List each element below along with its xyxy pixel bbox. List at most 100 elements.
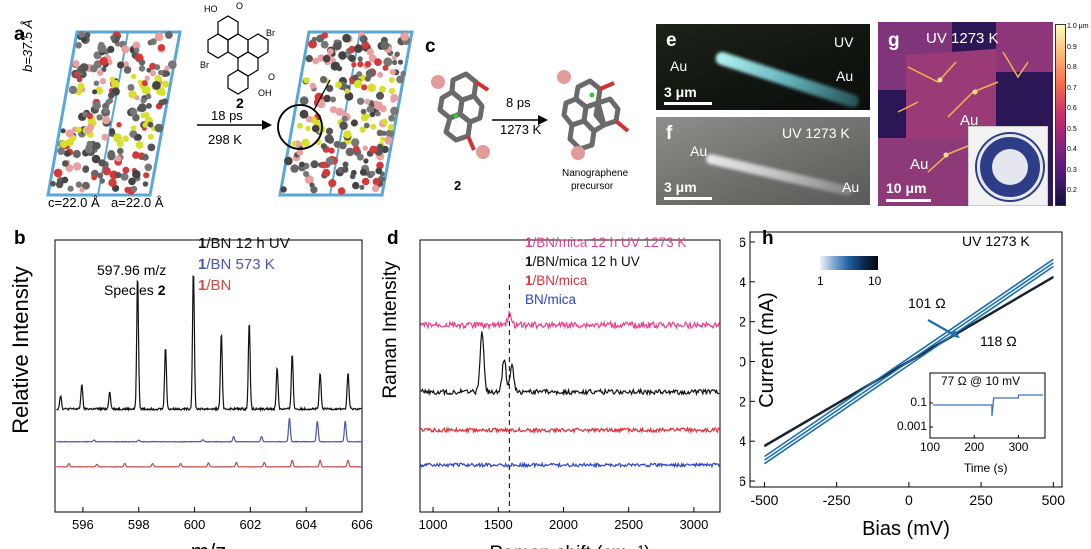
b-xtick-label: 600 (184, 517, 206, 532)
group-br-right: Br (266, 28, 275, 38)
atom (299, 161, 305, 168)
atom (93, 142, 101, 150)
atom (290, 164, 299, 173)
atom (122, 135, 129, 143)
institute-logo-inset (968, 126, 1048, 206)
b-legend-entry: 1/BN 12 h UV (198, 233, 290, 254)
g-scale-label: 10 μm (886, 180, 927, 196)
atom (130, 125, 137, 131)
atom (75, 126, 82, 133)
g-colorbar-tick: 0.3 (1067, 166, 1077, 174)
atom (351, 138, 360, 147)
atom (99, 57, 108, 66)
atom (397, 59, 404, 65)
d-xtick-label: 1000 (419, 517, 448, 532)
atom (382, 64, 389, 71)
d-legend: 1/BN/mica 12 h UV 1273 K 1/BN/mica 12 h U… (525, 233, 686, 309)
atom (384, 136, 393, 145)
atom (303, 77, 310, 84)
atom (345, 147, 355, 157)
b-xtick-label: 606 (351, 517, 373, 532)
atom (335, 81, 342, 89)
h-xtick-label: -500 (750, 492, 778, 508)
nanographene-precursor-3d (557, 70, 630, 160)
molecule-2-3d (431, 71, 490, 159)
d-legend-entry-text: BN/mica (525, 292, 577, 307)
atom (132, 151, 140, 159)
atom (388, 114, 396, 122)
atom (361, 41, 370, 50)
d-xtick-label: 2500 (614, 517, 643, 532)
atom (360, 108, 367, 115)
atom (359, 184, 365, 190)
h-series-line (763, 258, 1054, 458)
atom (337, 187, 346, 195)
b-legend-entry-text: /BN (206, 277, 232, 294)
atom (50, 180, 56, 187)
atom (352, 145, 360, 153)
atom (357, 56, 363, 62)
f-au-left: Au (690, 143, 708, 159)
atom (93, 80, 100, 87)
atom (134, 95, 140, 101)
atom (97, 172, 104, 179)
atom (73, 162, 82, 171)
atom (362, 145, 368, 151)
molecule-2-label: 2 (236, 95, 244, 111)
atom (385, 129, 394, 138)
h-ytick-label: -4 (740, 433, 746, 449)
atom (322, 54, 331, 63)
atom (68, 85, 78, 95)
d-legend-entry: 1/BN/mica (525, 271, 686, 290)
atom (97, 69, 104, 76)
atom (102, 116, 111, 125)
atom (316, 34, 324, 43)
afm-image-g: g UV 1273 K Au Au 10 μm (878, 22, 1053, 206)
atom (319, 76, 328, 84)
atom (79, 187, 85, 193)
atom (356, 71, 363, 77)
photo-e: e UV Au Au 3 μm (656, 24, 870, 110)
atom (388, 87, 396, 95)
b-axis-label: b=37.5 Å (20, 20, 35, 72)
d-legend-entry-text: /BN/mica 12 h UV (532, 254, 640, 269)
atom (388, 77, 395, 83)
atom (147, 143, 156, 152)
reaction-arrow-a (197, 120, 272, 130)
atom (61, 176, 69, 184)
e-au-left: Au (670, 58, 688, 74)
atom (400, 70, 407, 77)
g-colorbar-tick: 0.8 (1067, 64, 1077, 71)
b-legend-entry-text: /BN 12 h UV (206, 235, 290, 252)
atom (117, 61, 125, 69)
b-xtick-label: 602 (240, 517, 262, 532)
d-plot-frame (419, 239, 721, 513)
atom (157, 44, 165, 52)
panel-label-a: a (14, 24, 25, 45)
atom (124, 186, 131, 194)
f-uv: UV 1273 K (782, 125, 850, 141)
atom (84, 32, 91, 38)
b-series-line (56, 418, 362, 443)
atom (131, 73, 137, 80)
atom (81, 181, 90, 190)
h-xlabel: Bias (mV) (862, 518, 950, 540)
d-series-line (420, 331, 720, 397)
atom (387, 124, 395, 131)
atom (78, 31, 86, 38)
atom (381, 118, 388, 126)
atom (353, 79, 363, 89)
atom (154, 32, 164, 42)
atom (82, 165, 90, 172)
atom (365, 114, 371, 119)
atom (351, 62, 357, 68)
b-axis-text: b=37.5 Å (20, 19, 35, 72)
atom (141, 153, 149, 161)
atom (390, 106, 399, 116)
atom (77, 82, 85, 90)
atom (107, 45, 115, 53)
atom (75, 42, 82, 49)
atom (64, 150, 71, 157)
atom (380, 40, 390, 50)
h-xtick-label: 500 (1042, 492, 1066, 508)
